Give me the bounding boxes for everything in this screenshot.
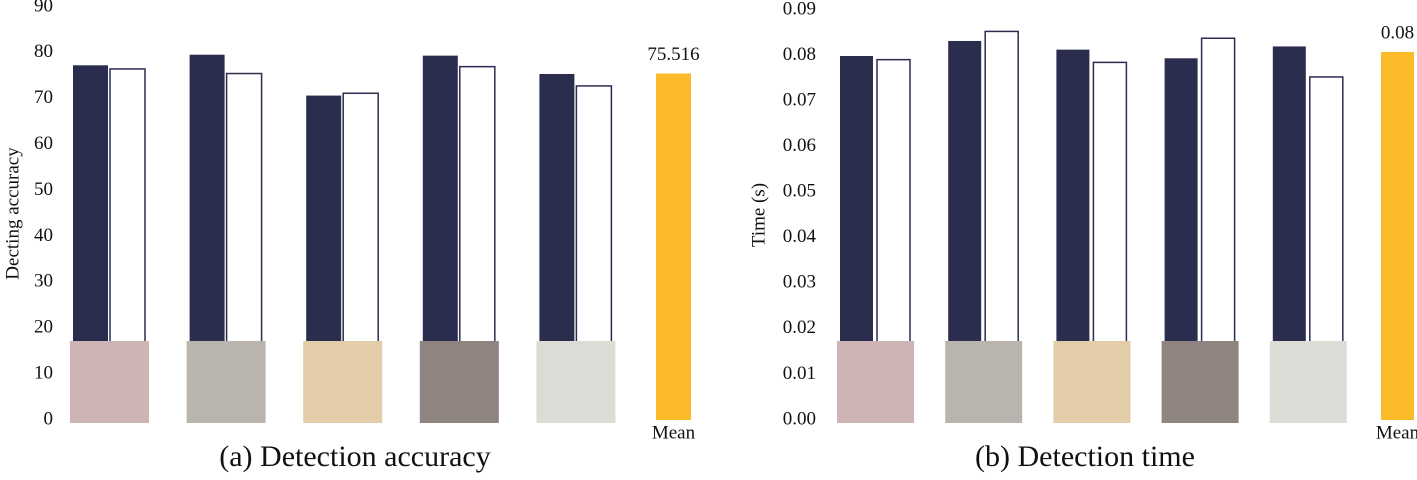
y-tick-label: 30: [34, 271, 53, 292]
bar: [656, 73, 691, 421]
value-label: 0.08: [1381, 22, 1414, 43]
y-tick-label: 40: [34, 225, 53, 246]
y-axis-label: Decting accuracy: [2, 147, 23, 280]
texture-image: [837, 341, 914, 423]
x-tick-label: Mean: [1376, 422, 1417, 443]
y-tick-label: 90: [34, 0, 53, 16]
texture-image: [419, 341, 499, 423]
y-tick-label: 0.08: [783, 44, 816, 65]
value-label: 75.516: [647, 44, 699, 65]
y-tick-label: 20: [34, 317, 53, 338]
y-tick-label: 0: [44, 408, 54, 429]
y-tick-label: 50: [34, 179, 53, 200]
y-tick-label: 0.09: [783, 0, 816, 19]
y-tick-label: 70: [34, 87, 53, 108]
y-tick-label: 0.02: [783, 317, 816, 338]
texture-image: [303, 341, 383, 423]
chart-title: (b) Detection time: [975, 440, 1195, 473]
texture-image: [945, 341, 1023, 423]
y-axis-label: Time (s): [748, 183, 769, 247]
texture-image: [1053, 341, 1131, 423]
texture-image: [1269, 341, 1347, 423]
y-tick-label: 0.05: [783, 181, 816, 202]
y-tick-label: 0.03: [783, 272, 816, 293]
y-tick-label: 0.04: [783, 226, 817, 247]
texture-image: [186, 341, 266, 423]
y-tick-label: 80: [34, 41, 53, 62]
texture-image: [536, 341, 616, 423]
y-tick-label: 0.07: [783, 89, 816, 110]
texture-image: [70, 341, 149, 423]
y-tick-label: 0.01: [783, 363, 816, 384]
y-tick-label: 60: [34, 133, 53, 154]
y-tick-label: 0.00: [783, 408, 816, 429]
chart-title: (a) Detection accuracy: [219, 440, 490, 473]
y-tick-label: 0.06: [783, 135, 816, 156]
texture-image: [1161, 341, 1239, 423]
x-tick-label: Mean: [652, 422, 696, 443]
bar: [1381, 51, 1414, 421]
y-tick-label: 10: [34, 362, 53, 383]
